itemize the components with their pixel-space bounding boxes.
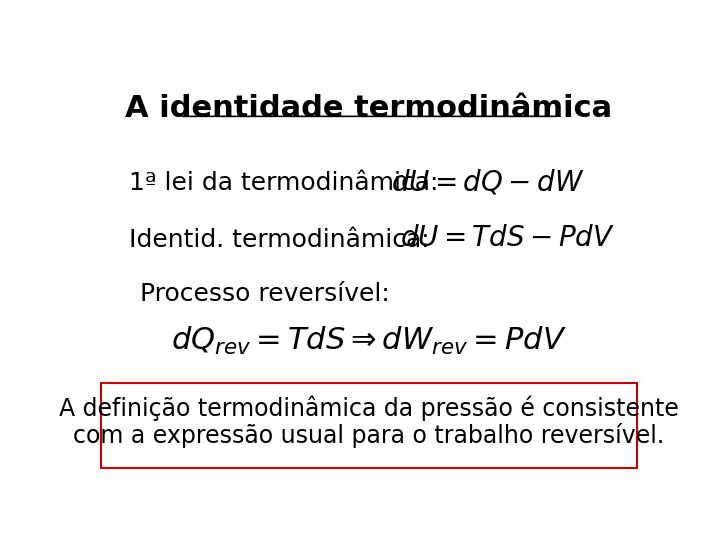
Text: Identid. termodinâmica:: Identid. termodinâmica: — [129, 228, 430, 252]
Text: $dU = dQ - dW$: $dU = dQ - dW$ — [392, 168, 585, 197]
Text: 1ª lei da termodinâmica:: 1ª lei da termodinâmica: — [129, 171, 438, 195]
Text: $dQ_{rev} = TdS \Rightarrow dW_{rev} = PdV$: $dQ_{rev} = TdS \Rightarrow dW_{rev} = P… — [171, 325, 567, 357]
Text: com a expressão usual para o trabalho reversível.: com a expressão usual para o trabalho re… — [73, 423, 665, 448]
Text: A definição termodinâmica da pressão é consistente: A definição termodinâmica da pressão é c… — [59, 395, 679, 421]
Text: $dU = TdS - PdV$: $dU = TdS - PdV$ — [400, 225, 615, 252]
Text: A identidade termodinâmica: A identidade termodinâmica — [125, 94, 613, 123]
Text: Processo reversível:: Processo reversível: — [140, 282, 390, 306]
FancyBboxPatch shape — [101, 383, 637, 468]
